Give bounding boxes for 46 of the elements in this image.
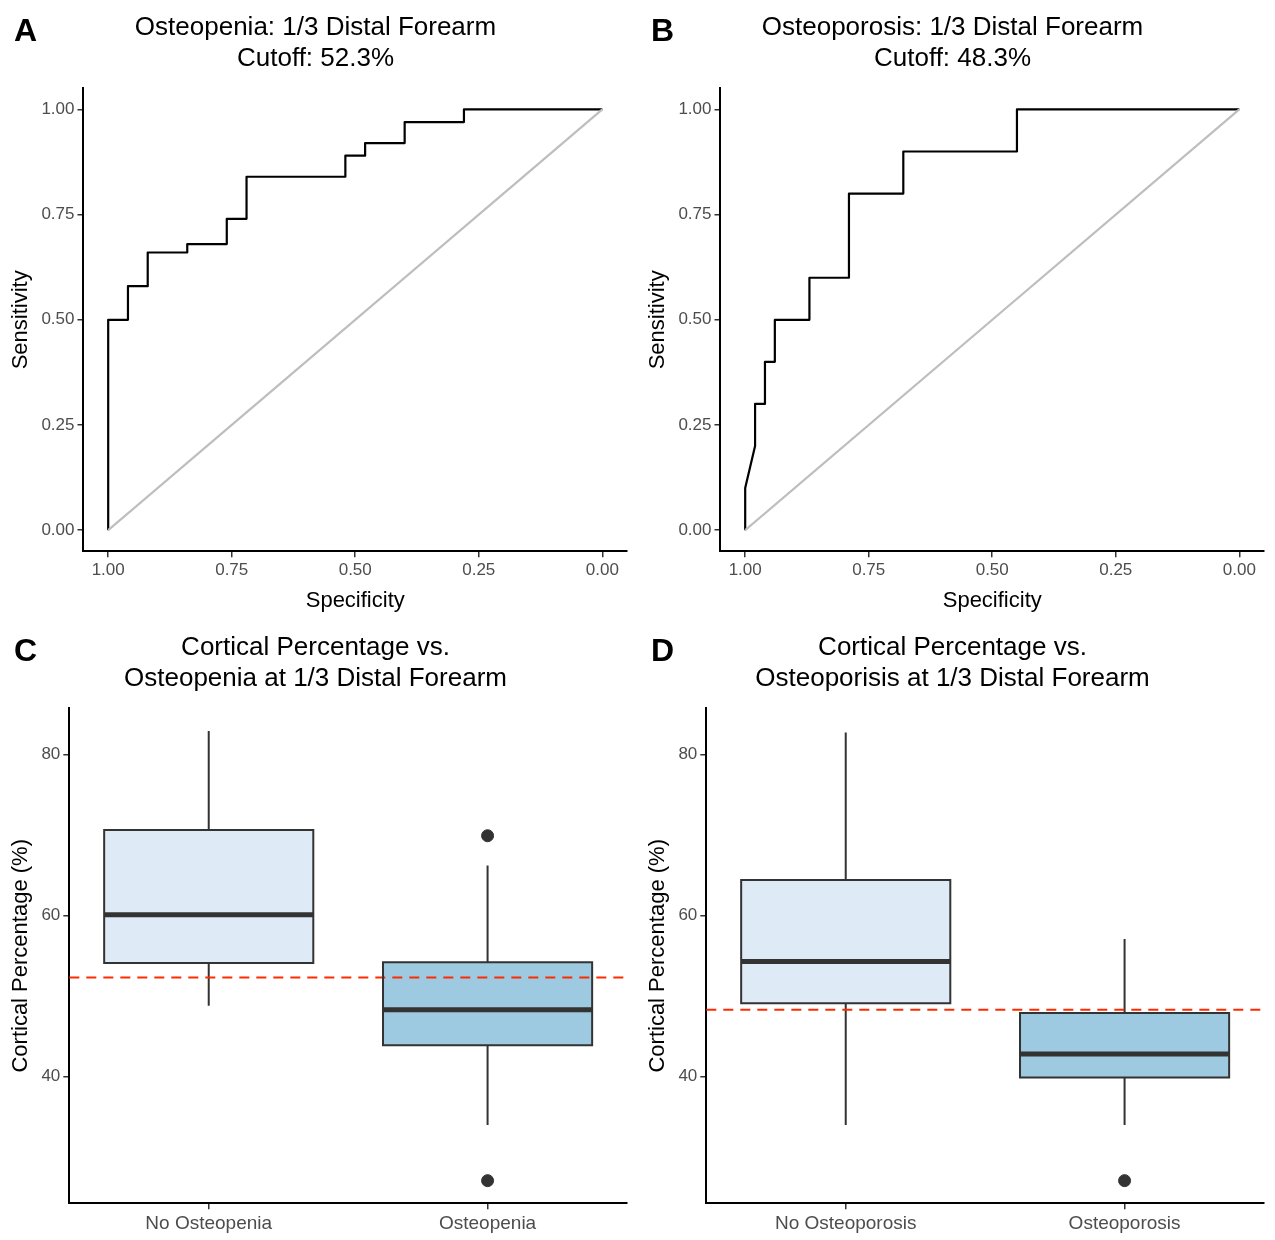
y-tick-label: 0.00 xyxy=(41,519,75,539)
x-tick-label: 0.00 xyxy=(1222,560,1256,580)
y-tick-label: 40 xyxy=(678,1066,698,1086)
chart-subtitle: Cutoff: 52.3% xyxy=(236,41,395,72)
x-tick-label: 1.00 xyxy=(728,560,762,580)
x-tick-label: No Osteoporosis xyxy=(774,1211,917,1233)
text: C xyxy=(14,632,38,669)
x-tick-label: Osteoporosis xyxy=(1068,1211,1181,1233)
y-tick-label: 0.50 xyxy=(41,309,75,329)
x-tick-label: 0.75 xyxy=(852,560,886,580)
y-axis-title: Cortical Percentage (%) xyxy=(644,839,670,1073)
text: D xyxy=(651,632,675,669)
chart-title: Cortical Percentage vs. Osteopenia at 1/3 Distal Forearm xyxy=(124,630,507,692)
y-tick-label: 1.00 xyxy=(678,99,712,119)
y-tick-label: 0.75 xyxy=(678,204,712,224)
y-axis-title: Cortical Percentage (%) xyxy=(7,839,33,1073)
y-tick-label: 80 xyxy=(41,744,61,764)
x-axis-title: Specificity xyxy=(305,586,405,612)
y-tick-label: 0.00 xyxy=(678,519,712,539)
text: A xyxy=(14,12,38,49)
chart-title: Osteoporosis: 1/3 Distal Forearm xyxy=(761,10,1144,41)
y-tick-label: 0.75 xyxy=(41,204,75,224)
y-axis-title: Sensitivity xyxy=(7,270,33,370)
chart-title: Osteopenia: 1/3 Distal Forearm xyxy=(134,10,497,41)
x-tick-label: 1.00 xyxy=(91,560,125,580)
x-tick-label: 0.25 xyxy=(462,560,496,580)
y-tick-label: 0.50 xyxy=(678,309,712,329)
x-tick-label: 0.50 xyxy=(338,560,372,580)
y-tick-label: 0.25 xyxy=(41,414,75,434)
x-tick-label: 0.75 xyxy=(215,560,249,580)
y-tick-label: 0.25 xyxy=(678,414,712,434)
x-axis-title: Specificity xyxy=(942,586,1042,612)
x-tick-label: Osteopenia xyxy=(438,1211,537,1233)
y-axis-title: Sensitivity xyxy=(644,270,670,370)
chart-subtitle: Cutoff: 48.3% xyxy=(873,41,1032,72)
y-tick-label: 1.00 xyxy=(41,99,75,119)
text: B xyxy=(651,12,675,49)
x-tick-label: 0.25 xyxy=(1099,560,1133,580)
y-tick-label: 80 xyxy=(678,744,698,764)
x-tick-label: No Osteopenia xyxy=(145,1211,273,1233)
x-tick-label: 0.50 xyxy=(975,560,1009,580)
y-tick-label: 60 xyxy=(678,905,698,925)
x-tick-label: 0.00 xyxy=(585,560,619,580)
chart-title: Cortical Percentage vs. Osteoporisis at 1/3 Distal Forearm xyxy=(755,630,1150,692)
y-tick-label: 40 xyxy=(41,1066,61,1086)
y-tick-label: 60 xyxy=(41,905,61,925)
